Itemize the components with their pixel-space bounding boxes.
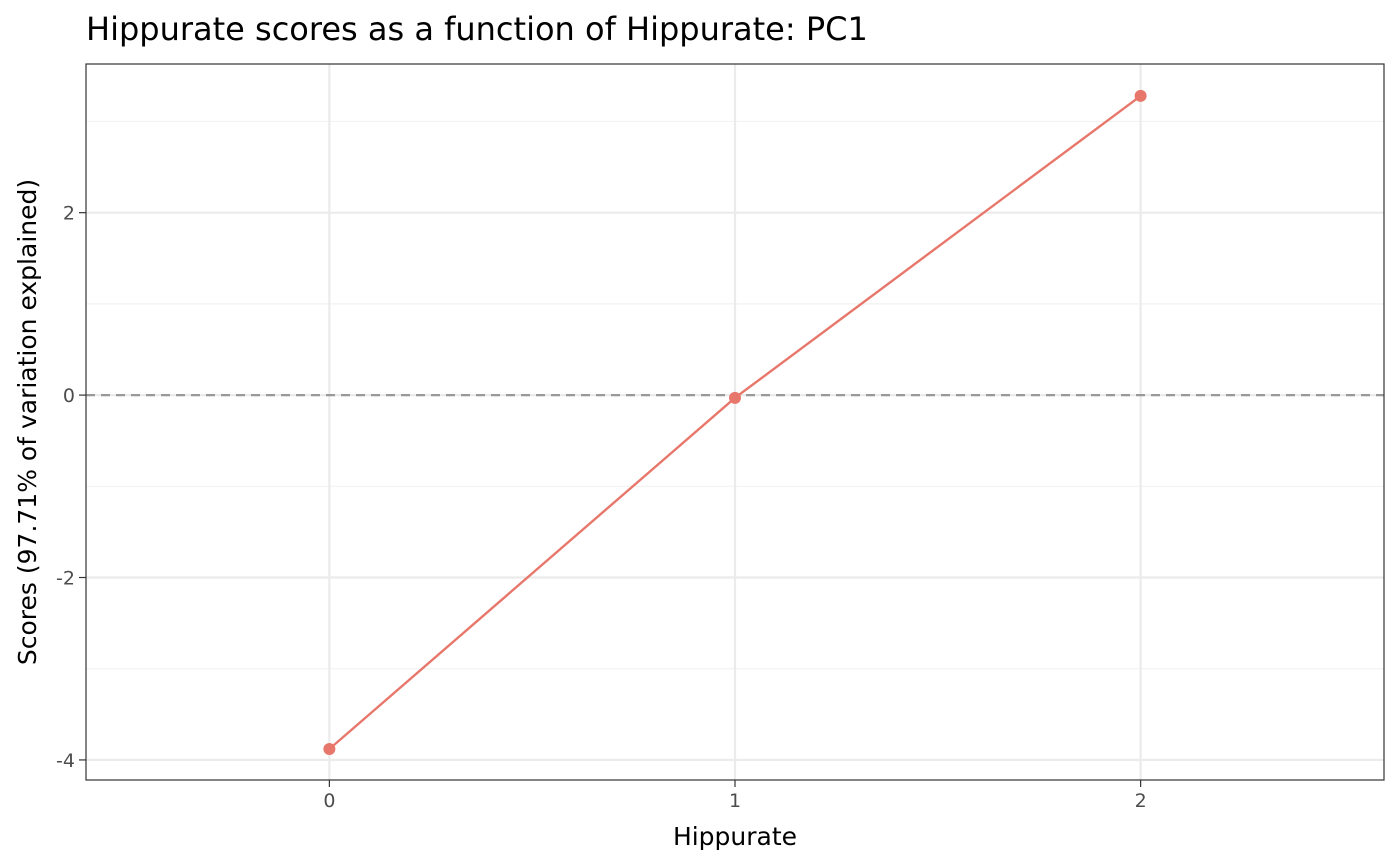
x-axis-ticks: 0 1 2: [323, 780, 1147, 812]
x-axis-title: Hippurate: [673, 822, 797, 851]
y-axis-ticks: -4 -2 0 2: [56, 203, 86, 772]
data-point: [729, 391, 741, 404]
y-tick-label: 2: [63, 203, 75, 225]
x-tick-label: 0: [323, 790, 335, 812]
y-axis-title: Scores (97.71% of variation explained): [13, 179, 42, 665]
data-point: [1134, 89, 1147, 102]
series-layer: [323, 89, 1147, 755]
data-point: [323, 742, 336, 755]
y-tick-label: -4: [56, 750, 75, 772]
x-tick-label: 2: [1135, 790, 1147, 812]
y-tick-label: 0: [63, 385, 75, 407]
chart-title: Hippurate scores as a function of Hippur…: [86, 10, 868, 48]
x-tick-label: 1: [729, 790, 741, 812]
y-tick-label: -2: [56, 568, 75, 590]
